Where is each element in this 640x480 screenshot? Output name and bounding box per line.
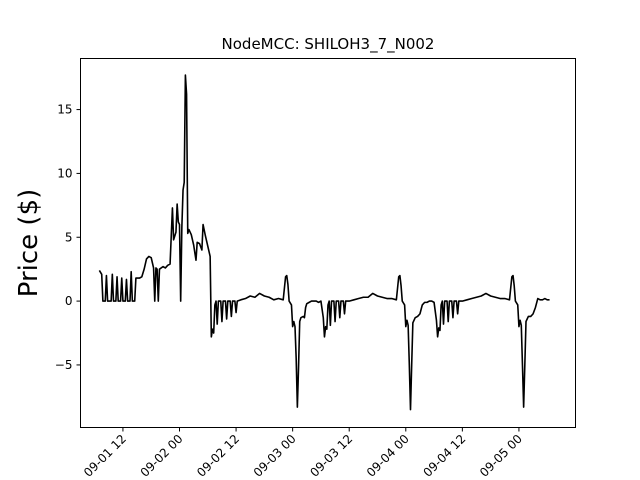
y-tick-label: 5 (65, 230, 73, 244)
y-tick-label: 0 (65, 294, 73, 308)
y-tick-label: −5 (55, 358, 73, 372)
plot-area (98, 74, 550, 411)
chart-title: NodeMCC: SHILOH3_7_N002 (222, 35, 435, 54)
y-axis-label: Price ($) (14, 189, 44, 298)
price-series-line (98, 74, 550, 411)
axes-frame (80, 58, 576, 428)
y-tick-label: 10 (57, 166, 72, 180)
y-axis: −5 0 5 10 15 (55, 103, 81, 372)
y-tick-label: 15 (57, 103, 72, 117)
